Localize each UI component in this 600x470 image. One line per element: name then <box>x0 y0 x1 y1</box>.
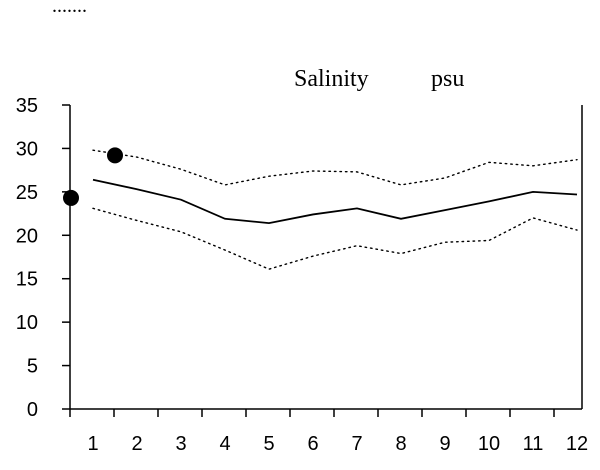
y-tick-label: 0 <box>27 399 38 421</box>
legend-fragment: ....... <box>52 0 87 17</box>
x-tick-label: 9 <box>439 433 450 455</box>
series-line-dotted <box>92 207 578 270</box>
y-tick-label: 30 <box>16 138 38 160</box>
y-tick-label: 35 <box>16 95 38 117</box>
x-tick-label: 10 <box>478 433 500 455</box>
x-tick-label: 11 <box>523 433 544 455</box>
x-tick-label: 6 <box>307 433 318 455</box>
x-tick-label: 5 <box>263 433 274 455</box>
chart-title-salinity: Salinity <box>294 66 369 92</box>
data-point-marker <box>107 147 123 164</box>
x-tick-label: 2 <box>131 433 142 455</box>
y-tick-label: 20 <box>16 225 38 247</box>
x-tick-label: 1 <box>87 433 98 455</box>
y-tick-label: 10 <box>16 312 38 334</box>
y-tick-label: 15 <box>16 269 38 291</box>
series-line-dotted <box>92 149 578 186</box>
x-tick-label: 8 <box>395 433 406 455</box>
y-tick-label: 25 <box>16 182 38 204</box>
chart-title-unit: psu <box>431 66 464 92</box>
x-tick-label: 3 <box>175 433 186 455</box>
series-line-solid <box>92 178 578 225</box>
x-tick-label: 4 <box>219 433 230 455</box>
x-tick-label: 12 <box>566 433 588 455</box>
y-tick-label: 5 <box>27 356 38 378</box>
data-point-marker <box>63 189 79 206</box>
x-tick-label: 7 <box>351 433 362 455</box>
